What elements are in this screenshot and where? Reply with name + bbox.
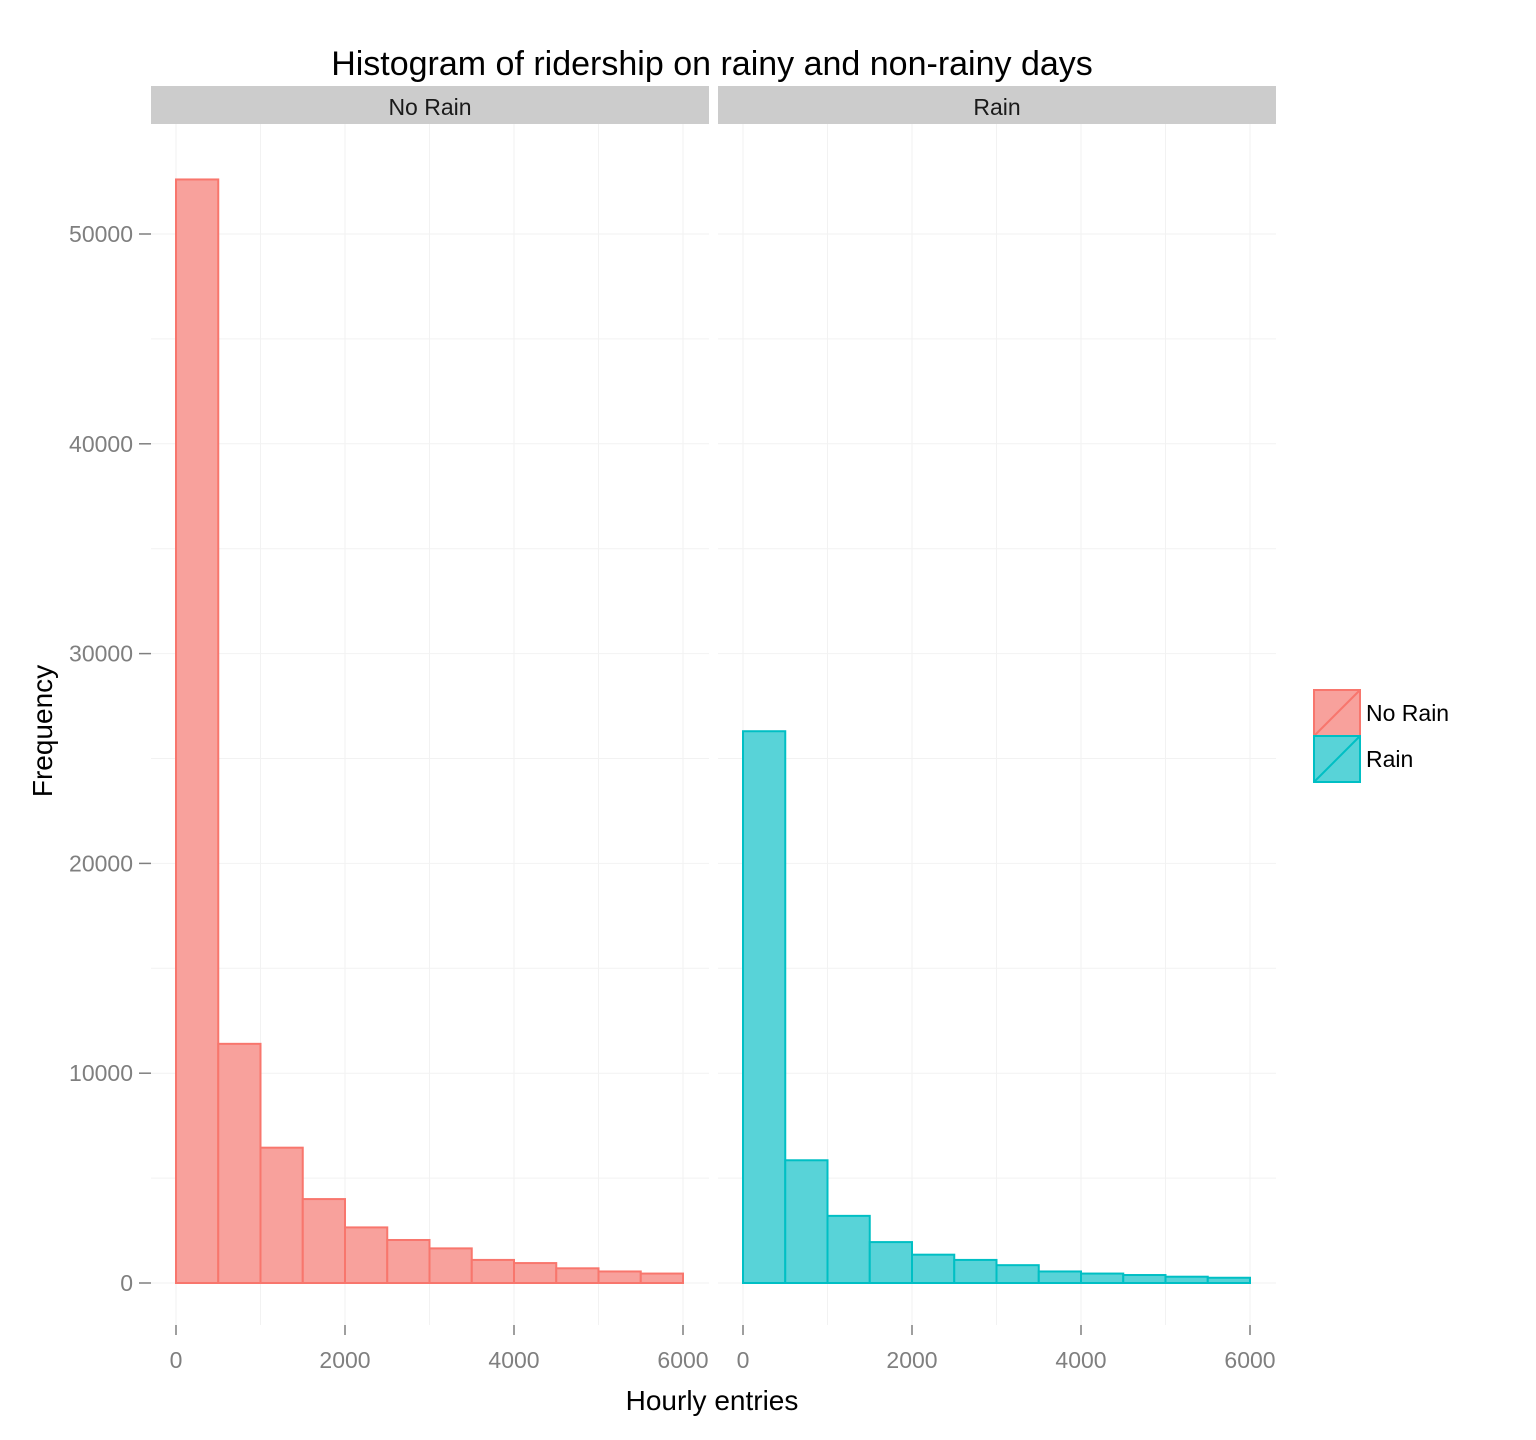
x-tick-label: 0	[737, 1347, 750, 1373]
x-tick-label: 0	[170, 1347, 183, 1373]
histogram-bar	[597, 1270, 642, 1285]
histogram-bar	[1080, 1272, 1125, 1284]
x-axis-title: Hourly entries	[626, 1385, 799, 1416]
legend-item-rain: Rain	[1313, 735, 1413, 783]
histogram-bar	[301, 1198, 346, 1284]
y-tick-label: 20000	[69, 850, 133, 876]
x-tick-label: 2000	[319, 1347, 370, 1373]
legend-swatch-diagonal	[1313, 735, 1361, 783]
facet-strip	[718, 86, 1276, 124]
chart-title: Histogram of ridership on rainy and non-…	[331, 45, 1093, 83]
histogram-bar	[555, 1267, 600, 1284]
histogram-bar	[639, 1272, 684, 1284]
legend-swatch-diagonal	[1313, 689, 1361, 737]
facet-strip-label: No Rain	[388, 94, 471, 120]
histogram-bar	[742, 730, 787, 1284]
legend: No Rain Rain	[1313, 689, 1449, 783]
histogram-bar	[259, 1146, 304, 1284]
histogram-bar	[428, 1247, 473, 1285]
histogram-bar	[1206, 1276, 1251, 1285]
histogram-bar	[1122, 1274, 1167, 1284]
histogram-bar	[995, 1264, 1040, 1284]
histogram-bar	[513, 1262, 558, 1284]
histogram-bar	[217, 1042, 262, 1284]
legend-item-no-rain: No Rain	[1313, 689, 1449, 737]
histogram-bar	[386, 1238, 431, 1284]
histogram-bar	[868, 1241, 913, 1284]
x-tick-label: 4000	[488, 1347, 539, 1373]
y-tick-label: 40000	[69, 431, 133, 457]
facet-strip-label: Rain	[973, 94, 1020, 120]
facet-panel-no-rain: No Rain 0 2000 4000 6000	[151, 86, 709, 1373]
y-tick-label: 50000	[69, 221, 133, 247]
histogram-bar	[826, 1214, 871, 1285]
x-tick-label: 6000	[1224, 1347, 1275, 1373]
legend-label: Rain	[1366, 746, 1413, 772]
histogram-bar	[1037, 1270, 1082, 1285]
y-tick-label: 0	[120, 1270, 133, 1296]
histogram-bar	[911, 1253, 956, 1285]
histogram-bar	[175, 178, 220, 1284]
x-tick-label: 4000	[1055, 1347, 1106, 1373]
y-axis: 0 10000 20000 30000 40000 50000	[69, 221, 151, 1296]
histogram-bar	[344, 1226, 389, 1284]
facet-panel-rain: Rain 0 2000 4000 6000	[718, 86, 1276, 1373]
facet-panels: No Rain 0 2000 4000 6000 Rain 0 2000 4000 6000 0 10…	[69, 86, 1276, 1373]
histogram-bar	[953, 1258, 998, 1284]
x-tick-label: 2000	[886, 1347, 937, 1373]
y-tick-label: 10000	[69, 1060, 133, 1086]
y-tick-label: 30000	[69, 641, 133, 667]
facet-strip	[151, 86, 709, 124]
legend-label: No Rain	[1366, 700, 1449, 726]
y-axis-title: Frequency	[27, 665, 58, 797]
histogram-bar	[1164, 1275, 1209, 1285]
x-tick-label: 6000	[657, 1347, 708, 1373]
histogram-bar	[784, 1159, 829, 1284]
histogram-bar	[470, 1258, 515, 1284]
